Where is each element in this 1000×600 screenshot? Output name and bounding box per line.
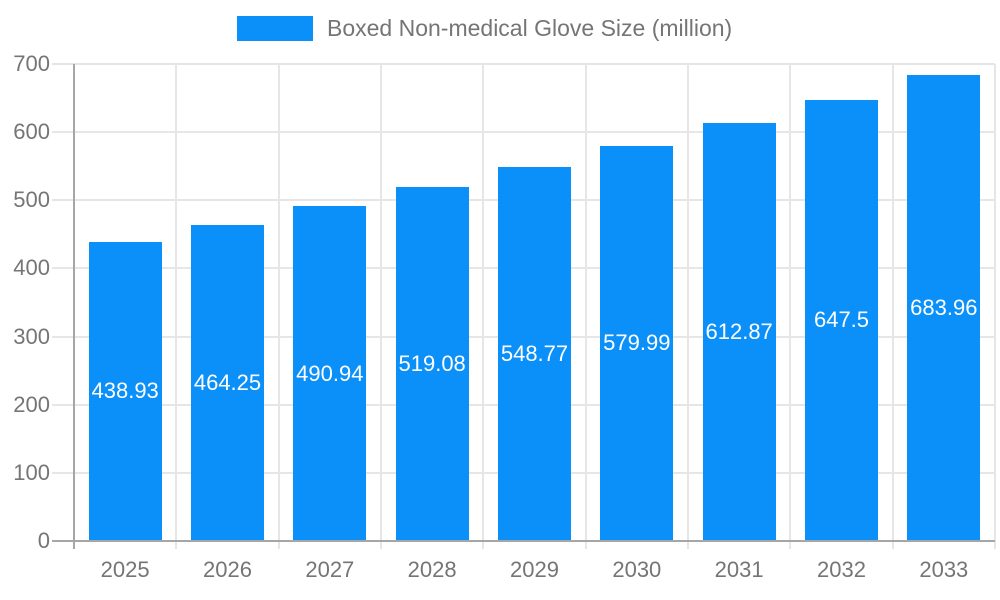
x-axis-tick-label: 2031 bbox=[714, 557, 764, 582]
x-axis-tick-label: 2033 bbox=[919, 557, 969, 582]
y-axis-line bbox=[73, 64, 75, 549]
y-axis-tick-label: 0 bbox=[37, 528, 50, 553]
legend-swatch bbox=[237, 16, 313, 41]
bar-value-label: 464.25 bbox=[193, 369, 262, 395]
y-axis-tick-label: 400 bbox=[13, 255, 50, 281]
y-axis-tick-label: 300 bbox=[13, 323, 50, 349]
bar[interactable]: 464.25 bbox=[191, 224, 264, 541]
bar-value-label: 683.96 bbox=[910, 294, 978, 320]
v-gridline bbox=[175, 64, 178, 549]
h-gridline bbox=[52, 63, 995, 65]
v-gridline bbox=[687, 64, 689, 549]
x-axis-tick-label: 2032 bbox=[817, 557, 866, 582]
h-gridline bbox=[52, 131, 995, 134]
bar-value-label: 579.99 bbox=[603, 330, 671, 356]
bar[interactable]: 490.94 bbox=[293, 206, 367, 541]
bar[interactable]: 647.5 bbox=[805, 99, 878, 541]
v-gridline bbox=[584, 64, 587, 549]
x-axis-tick-label: 2026 bbox=[203, 557, 252, 582]
v-gridline bbox=[994, 64, 996, 549]
v-gridline bbox=[277, 64, 280, 549]
bar-value-label: 548.77 bbox=[500, 341, 569, 367]
y-axis-tick-label: 700 bbox=[13, 51, 50, 76]
bar[interactable]: 548.77 bbox=[498, 167, 571, 541]
bar-value-label: 612.87 bbox=[705, 319, 773, 345]
x-axis-tick-label: 2027 bbox=[305, 557, 355, 582]
bar-value-label: 647.5 bbox=[813, 307, 870, 333]
x-axis-tick-label: 2028 bbox=[407, 557, 457, 582]
v-gridline bbox=[789, 64, 792, 549]
legend-label: Boxed Non-medical Glove Size (million) bbox=[327, 15, 733, 41]
bar-value-label: 519.08 bbox=[398, 351, 466, 377]
bar[interactable]: 519.08 bbox=[395, 187, 469, 541]
v-gridline bbox=[380, 64, 382, 549]
bar[interactable]: 683.96 bbox=[907, 74, 981, 541]
x-axis-tick-label: 2029 bbox=[510, 557, 559, 582]
y-axis-tick-label: 500 bbox=[13, 187, 50, 213]
bar-value-label: 490.94 bbox=[296, 360, 364, 386]
x-axis-tick-label: 2030 bbox=[612, 557, 662, 582]
y-axis-tick-label: 200 bbox=[13, 391, 50, 417]
bar[interactable]: 579.99 bbox=[600, 145, 674, 541]
x-axis-tick-label: 2025 bbox=[100, 557, 150, 582]
bar[interactable]: 438.93 bbox=[88, 241, 162, 541]
v-gridline bbox=[482, 64, 485, 549]
bar-value-label: 438.93 bbox=[91, 378, 159, 404]
chart-legend[interactable]: Boxed Non-medical Glove Size (million) bbox=[237, 15, 732, 42]
v-gridline bbox=[891, 64, 894, 549]
y-axis-tick-label: 100 bbox=[13, 459, 50, 485]
y-axis-tick-label: 600 bbox=[13, 119, 50, 145]
bar[interactable]: 612.87 bbox=[702, 123, 776, 541]
x-baseline bbox=[52, 540, 995, 542]
